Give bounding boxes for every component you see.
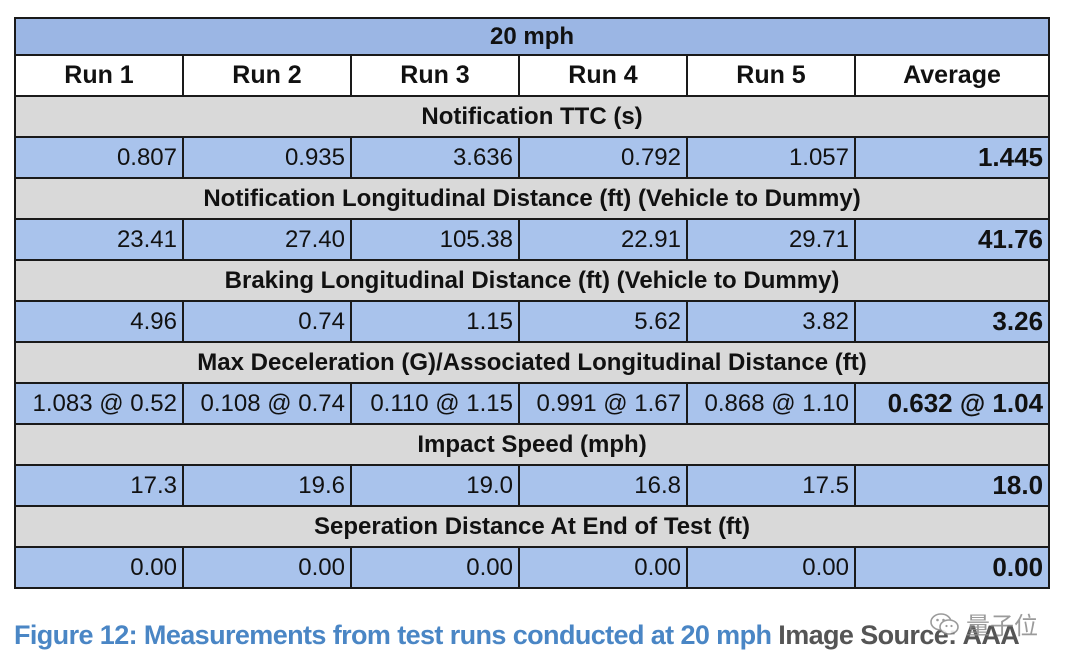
values-row: 17.3 19.6 19.0 16.8 17.5 18.0 (14, 464, 1051, 507)
values-row: 4.96 0.74 1.15 5.62 3.82 3.26 (14, 300, 1051, 343)
watermark: 量子位 (930, 606, 1038, 641)
run-value-cell: 3.82 (686, 300, 856, 343)
run-value-cell: 22.91 (518, 218, 688, 261)
title-row: 20 mph (13, 17, 1051, 56)
run-value-cell: 1.083 @ 0.52 (14, 382, 184, 425)
column-header-run-2: Run 2 (182, 54, 352, 97)
run-value-cell: 17.3 (14, 464, 184, 507)
table-title: 20 mph (13, 17, 1051, 56)
values-row: 23.41 27.40 105.38 22.91 29.71 41.76 (14, 218, 1051, 261)
run-value-cell: 5.62 (518, 300, 688, 343)
average-value-cell: 1.445 (853, 136, 1051, 179)
figure-caption: Figure 12: Measurements from test runs c… (14, 620, 1020, 651)
run-value-cell: 0.00 (182, 546, 352, 589)
measurements-table: 20 mph Run 1 Run 2 Run 3 Run 4 Run 5 Ave… (13, 17, 1051, 589)
column-header-run-5: Run 5 (686, 54, 856, 97)
run-value-cell: 0.00 (686, 546, 856, 589)
run-value-cell: 0.108 @ 0.74 (182, 382, 352, 425)
run-value-cell: 0.991 @ 1.67 (518, 382, 688, 425)
run-value-cell: 0.807 (14, 136, 184, 179)
section-label: Seperation Distance At End of Test (ft) (13, 505, 1051, 548)
section-label: Max Deceleration (G)/Associated Longitud… (13, 341, 1051, 384)
run-value-cell: 19.0 (350, 464, 520, 507)
run-value-cell: 23.41 (14, 218, 184, 261)
header-row: Run 1 Run 2 Run 3 Run 4 Run 5 Average (14, 54, 1051, 97)
section-header-row: Seperation Distance At End of Test (ft) (13, 505, 1051, 548)
average-value-cell: 0.00 (853, 546, 1051, 589)
section-label: Impact Speed (mph) (13, 423, 1051, 466)
section-header-row: Braking Longitudinal Distance (ft) (Vehi… (13, 259, 1051, 302)
run-value-cell: 0.935 (182, 136, 352, 179)
values-row: 0.807 0.935 3.636 0.792 1.057 1.445 (14, 136, 1051, 179)
column-header-run-1: Run 1 (14, 54, 184, 97)
run-value-cell: 1.15 (350, 300, 520, 343)
average-value-cell: 0.632 @ 1.04 (853, 382, 1051, 425)
image-source: Image Source: AAA (778, 620, 1020, 650)
watermark-text: 量子位 (966, 613, 1038, 640)
run-value-cell: 0.868 @ 1.10 (686, 382, 856, 425)
run-value-cell: 27.40 (182, 218, 352, 261)
caption-text: Figure 12: Measurements from test runs c… (14, 620, 772, 650)
run-value-cell: 0.00 (518, 546, 688, 589)
column-header-run-3: Run 3 (350, 54, 520, 97)
section-label: Notification Longitudinal Distance (ft) … (13, 177, 1051, 220)
values-row: 1.083 @ 0.52 0.108 @ 0.74 0.110 @ 1.15 0.99… (14, 382, 1051, 425)
run-value-cell: 29.71 (686, 218, 856, 261)
section-header-row: Impact Speed (mph) (13, 423, 1051, 466)
column-header-run-4: Run 4 (518, 54, 688, 97)
run-value-cell: 16.8 (518, 464, 688, 507)
average-value-cell: 18.0 (853, 464, 1051, 507)
section-header-row: Notification Longitudinal Distance (ft) … (13, 177, 1051, 220)
run-value-cell: 1.057 (686, 136, 856, 179)
average-value-cell: 3.26 (853, 300, 1051, 343)
section-header-row: Max Deceleration (G)/Associated Longitud… (13, 341, 1051, 384)
run-value-cell: 0.00 (14, 546, 184, 589)
section-label: Notification TTC (s) (13, 95, 1051, 138)
run-value-cell: 4.96 (14, 300, 184, 343)
run-value-cell: 17.5 (686, 464, 856, 507)
wechat-icon (930, 612, 960, 636)
run-value-cell: 0.74 (182, 300, 352, 343)
average-value-cell: 41.76 (853, 218, 1051, 261)
run-value-cell: 0.00 (350, 546, 520, 589)
run-value-cell: 19.6 (182, 464, 352, 507)
values-row: 0.00 0.00 0.00 0.00 0.00 0.00 (14, 546, 1051, 589)
run-value-cell: 105.38 (350, 218, 520, 261)
run-value-cell: 0.792 (518, 136, 688, 179)
run-value-cell: 0.110 @ 1.15 (350, 382, 520, 425)
measurements-table-container: 20 mph Run 1 Run 2 Run 3 Run 4 Run 5 Ave… (13, 17, 1051, 589)
section-header-row: Notification TTC (s) (13, 95, 1051, 138)
column-header-average: Average (853, 54, 1051, 97)
section-label: Braking Longitudinal Distance (ft) (Vehi… (13, 259, 1051, 302)
run-value-cell: 3.636 (350, 136, 520, 179)
